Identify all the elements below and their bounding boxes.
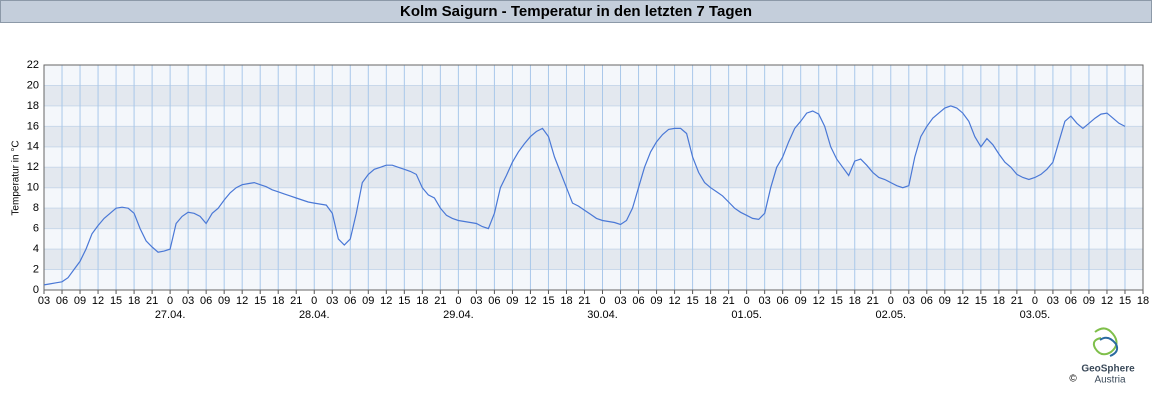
y-tick-label: 20 bbox=[27, 79, 39, 91]
y-tick-label: 2 bbox=[33, 263, 39, 275]
plot-border bbox=[43, 64, 1144, 291]
y-tick-label: 16 bbox=[27, 120, 39, 132]
x-tick-label: 03 bbox=[470, 295, 482, 307]
x-tick-label: 0 bbox=[599, 295, 605, 307]
x-tick-label: 21 bbox=[867, 295, 879, 307]
x-tick-label: 0 bbox=[455, 295, 461, 307]
x-tick-label: 21 bbox=[290, 295, 302, 307]
x-tick-label: 09 bbox=[218, 295, 230, 307]
date-label: 29.04. bbox=[443, 309, 474, 321]
x-tick-label: 0 bbox=[167, 295, 173, 307]
x-tick-label: 09 bbox=[939, 295, 951, 307]
x-tick-label: 06 bbox=[200, 295, 212, 307]
x-tick-label: 15 bbox=[254, 295, 266, 307]
x-tick-label: 18 bbox=[704, 295, 716, 307]
x-tick-label: 21 bbox=[146, 295, 158, 307]
grid-band bbox=[44, 208, 1143, 229]
logo: GeoSphere Austria © bbox=[1069, 327, 1135, 386]
y-tick-label: 22 bbox=[27, 59, 39, 71]
x-tick-label: 12 bbox=[1101, 295, 1113, 307]
x-tick-label: 09 bbox=[795, 295, 807, 307]
x-tick-label: 12 bbox=[380, 295, 392, 307]
grid-band bbox=[44, 126, 1143, 147]
x-tick-label: 0 bbox=[1032, 295, 1038, 307]
x-tick-label: 12 bbox=[236, 295, 248, 307]
y-tick-label: 12 bbox=[27, 161, 39, 173]
x-tick-label: 15 bbox=[398, 295, 410, 307]
x-tick-label: 06 bbox=[56, 295, 68, 307]
logo-swirl bbox=[1099, 336, 1119, 357]
y-tick-label: 4 bbox=[33, 243, 39, 255]
x-tick-label: 15 bbox=[1119, 295, 1131, 307]
x-tick-label: 15 bbox=[831, 295, 843, 307]
grid-band bbox=[44, 249, 1143, 270]
x-tick-label: 09 bbox=[74, 295, 86, 307]
x-tick-label: 09 bbox=[506, 295, 518, 307]
date-label: 27.04. bbox=[155, 309, 186, 321]
x-tick-label: 21 bbox=[434, 295, 446, 307]
x-tick-label: 06 bbox=[921, 295, 933, 307]
x-tick-label: 03 bbox=[1047, 295, 1059, 307]
x-tick-label: 15 bbox=[975, 295, 987, 307]
x-tick-label: 12 bbox=[92, 295, 104, 307]
date-label: 03.05. bbox=[1020, 309, 1051, 321]
x-tick-label: 18 bbox=[849, 295, 861, 307]
x-tick-label: 09 bbox=[1083, 295, 1095, 307]
logo-country: Austria bbox=[1094, 375, 1126, 386]
x-tick-label: 21 bbox=[722, 295, 734, 307]
x-tick-label: 12 bbox=[957, 295, 969, 307]
x-tick-label: 18 bbox=[128, 295, 140, 307]
grid-band bbox=[44, 167, 1143, 188]
x-tick-label: 15 bbox=[110, 295, 122, 307]
x-tick-label: 06 bbox=[488, 295, 500, 307]
x-tick-label: 21 bbox=[1011, 295, 1023, 307]
data-line bbox=[43, 105, 1126, 286]
x-tick-label: 15 bbox=[686, 295, 698, 307]
logo-name: GeoSphere bbox=[1081, 364, 1135, 375]
x-tick-label: 15 bbox=[542, 295, 554, 307]
x-tick-label: 06 bbox=[1065, 295, 1077, 307]
y-tick-label: 0 bbox=[33, 284, 39, 296]
x-tick-label: 03 bbox=[759, 295, 771, 307]
date-label: 02.05. bbox=[875, 309, 906, 321]
date-label: 28.04. bbox=[299, 309, 330, 321]
y-axis-label: Temperatur in °C bbox=[11, 140, 22, 215]
chart-title: Kolm Saigurn - Temperatur in den letzten… bbox=[400, 3, 752, 20]
y-tick-label: 8 bbox=[33, 202, 39, 214]
x-tick-label: 06 bbox=[344, 295, 356, 307]
x-tick-label: 12 bbox=[813, 295, 825, 307]
x-tick-label: 18 bbox=[272, 295, 284, 307]
x-tick-label: 0 bbox=[744, 295, 750, 307]
x-tick-label: 21 bbox=[578, 295, 590, 307]
copyright: © bbox=[1069, 374, 1077, 385]
y-tick-label: 18 bbox=[27, 100, 39, 112]
x-tick-label: 0 bbox=[311, 295, 317, 307]
logo-swirl bbox=[1092, 327, 1118, 356]
x-tick-label: 18 bbox=[1137, 295, 1149, 307]
x-tick-label: 12 bbox=[668, 295, 680, 307]
x-tick-label: 09 bbox=[650, 295, 662, 307]
y-tick-label: 14 bbox=[27, 141, 39, 153]
x-tick-label: 03 bbox=[182, 295, 194, 307]
x-tick-label: 09 bbox=[362, 295, 374, 307]
x-tick-label: 03 bbox=[903, 295, 915, 307]
x-tick-label: 18 bbox=[560, 295, 572, 307]
x-tick-label: 0 bbox=[888, 295, 894, 307]
x-tick-label: 03 bbox=[326, 295, 338, 307]
grid-band bbox=[44, 85, 1143, 106]
x-tick-label: 12 bbox=[524, 295, 536, 307]
x-tick-label: 18 bbox=[416, 295, 428, 307]
x-tick-label: 03 bbox=[614, 295, 626, 307]
date-label: 30.04. bbox=[587, 309, 618, 321]
date-label: 01.05. bbox=[731, 309, 762, 321]
y-tick-label: 10 bbox=[27, 182, 39, 194]
x-tick-label: 03 bbox=[38, 295, 50, 307]
x-tick-label: 18 bbox=[993, 295, 1005, 307]
x-tick-label: 06 bbox=[632, 295, 644, 307]
x-tick-label: 06 bbox=[777, 295, 789, 307]
y-tick-label: 6 bbox=[33, 223, 39, 235]
